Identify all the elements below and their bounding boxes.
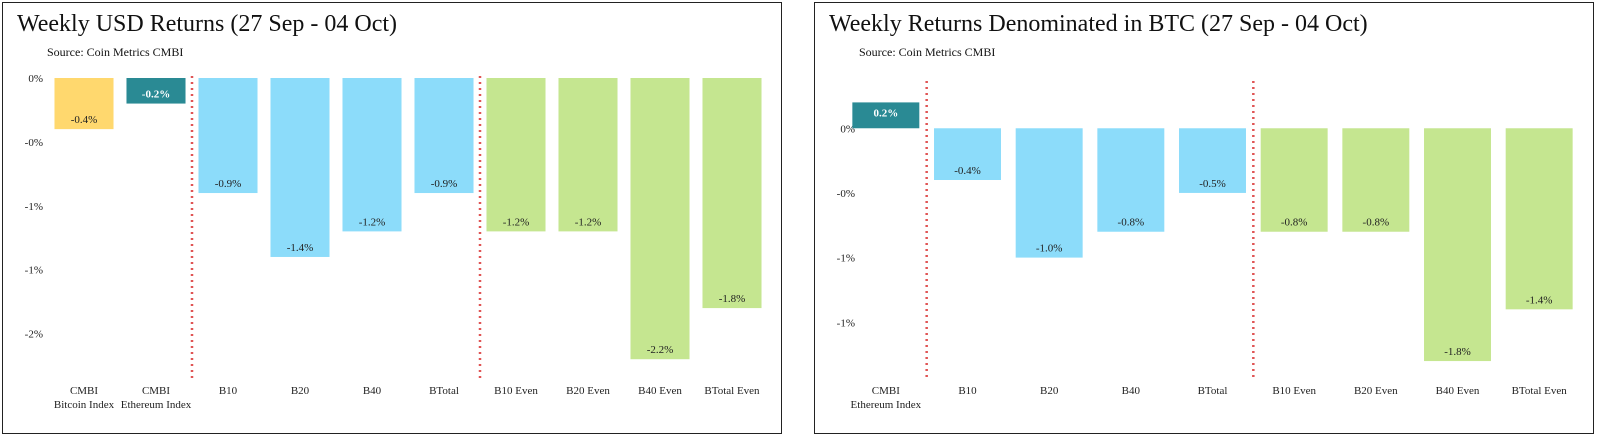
data-label: -1.8% — [1444, 346, 1471, 358]
x-tick-label: B40 Even — [1436, 385, 1480, 397]
data-label: -1.4% — [287, 242, 314, 254]
data-label: 0.2% — [873, 107, 898, 119]
x-tick-label: CMBI Bitcoin Index — [54, 385, 115, 411]
x-tick-label: BTotal — [1198, 385, 1228, 397]
y-tick-label: -0% — [837, 188, 855, 200]
data-label: -0.5% — [1199, 178, 1226, 190]
bar — [558, 78, 618, 232]
bar — [1015, 128, 1083, 258]
btc-returns-chart-panel: Weekly Returns Denominated in BTC (27 Se… — [814, 2, 1594, 434]
bar — [1505, 128, 1573, 310]
bar — [934, 128, 1001, 180]
x-tick-label: BTotal Even — [704, 385, 760, 397]
data-label: -1.8% — [719, 293, 746, 305]
x-tick-label: CMBI Ethereum Index — [851, 385, 922, 411]
x-tick-label: B20 — [1040, 385, 1059, 397]
data-label: -1.2% — [503, 216, 530, 228]
bar — [486, 78, 546, 232]
x-tick-label: B10 — [219, 385, 238, 397]
x-tick-label: B20 Even — [1354, 385, 1398, 397]
y-tick-label: 0% — [28, 73, 43, 85]
y-tick-label: -0% — [25, 137, 43, 149]
x-tick-label: B40 Even — [638, 385, 682, 397]
bar — [198, 78, 258, 194]
x-tick-label: B10 — [958, 385, 977, 397]
y-tick-label: -1% — [25, 201, 43, 213]
data-label: -0.8% — [1118, 217, 1145, 229]
x-tick-label: B10 Even — [1272, 385, 1316, 397]
bar — [1342, 128, 1410, 232]
y-tick-label: -1% — [837, 253, 855, 265]
x-tick-label: B40 — [363, 385, 382, 397]
btc-returns-bar-chart: 0% -0% -1% -1% 0.2% CMBI Ethereum Index -0.4% B1… — [837, 81, 1573, 411]
data-label: -1.2% — [359, 216, 386, 228]
data-label: -0.9% — [431, 178, 458, 190]
data-label: -0.9% — [215, 178, 242, 190]
bar — [852, 102, 920, 129]
data-label: -0.4% — [954, 165, 981, 177]
y-tick-label: 0% — [840, 123, 855, 135]
data-label: -1.0% — [1036, 243, 1063, 255]
chart-title: Weekly USD Returns (27 Sep - 04 Oct) — [17, 11, 398, 37]
chart-source: Source: Coin Metrics CMBI — [859, 45, 996, 59]
data-label: -1.2% — [575, 216, 602, 228]
data-label: -0.2% — [142, 89, 170, 101]
bar — [1260, 128, 1328, 232]
x-tick-label: BTotal — [429, 385, 459, 397]
data-label: -2.2% — [647, 344, 674, 356]
data-label: -0.8% — [1363, 217, 1390, 229]
chart-title: Weekly Returns Denominated in BTC (27 Se… — [829, 11, 1368, 37]
data-label: -1.4% — [1526, 294, 1553, 306]
x-tick-label: B40 — [1122, 385, 1141, 397]
data-label: -0.8% — [1281, 217, 1308, 229]
chart-source: Source: Coin Metrics CMBI — [47, 45, 184, 59]
bar — [1424, 128, 1491, 362]
usd-returns-bar-chart: 0% -0% -1% -1% -2% -0.4% CMBI Bitcoin Index -0.2… — [25, 73, 762, 411]
bar — [630, 78, 690, 360]
bar — [342, 78, 402, 232]
bar — [54, 78, 114, 130]
bar — [126, 78, 186, 104]
y-tick-label: -2% — [25, 329, 43, 341]
bar — [414, 78, 474, 194]
y-tick-label: -1% — [837, 317, 855, 329]
bar — [1179, 128, 1246, 193]
x-tick-label: BTotal Even — [1512, 385, 1568, 397]
bar — [702, 78, 762, 309]
bar — [1097, 128, 1165, 232]
x-tick-label: B20 Even — [566, 385, 610, 397]
y-tick-label: -1% — [25, 265, 43, 277]
x-tick-label: CMBI Ethereum Index — [121, 385, 192, 411]
data-label: -0.4% — [71, 114, 98, 126]
x-tick-label: B20 — [291, 385, 310, 397]
usd-returns-chart-panel: Weekly USD Returns (27 Sep - 04 Oct) Sou… — [2, 2, 782, 434]
bar — [270, 78, 330, 257]
x-tick-label: B10 Even — [494, 385, 538, 397]
